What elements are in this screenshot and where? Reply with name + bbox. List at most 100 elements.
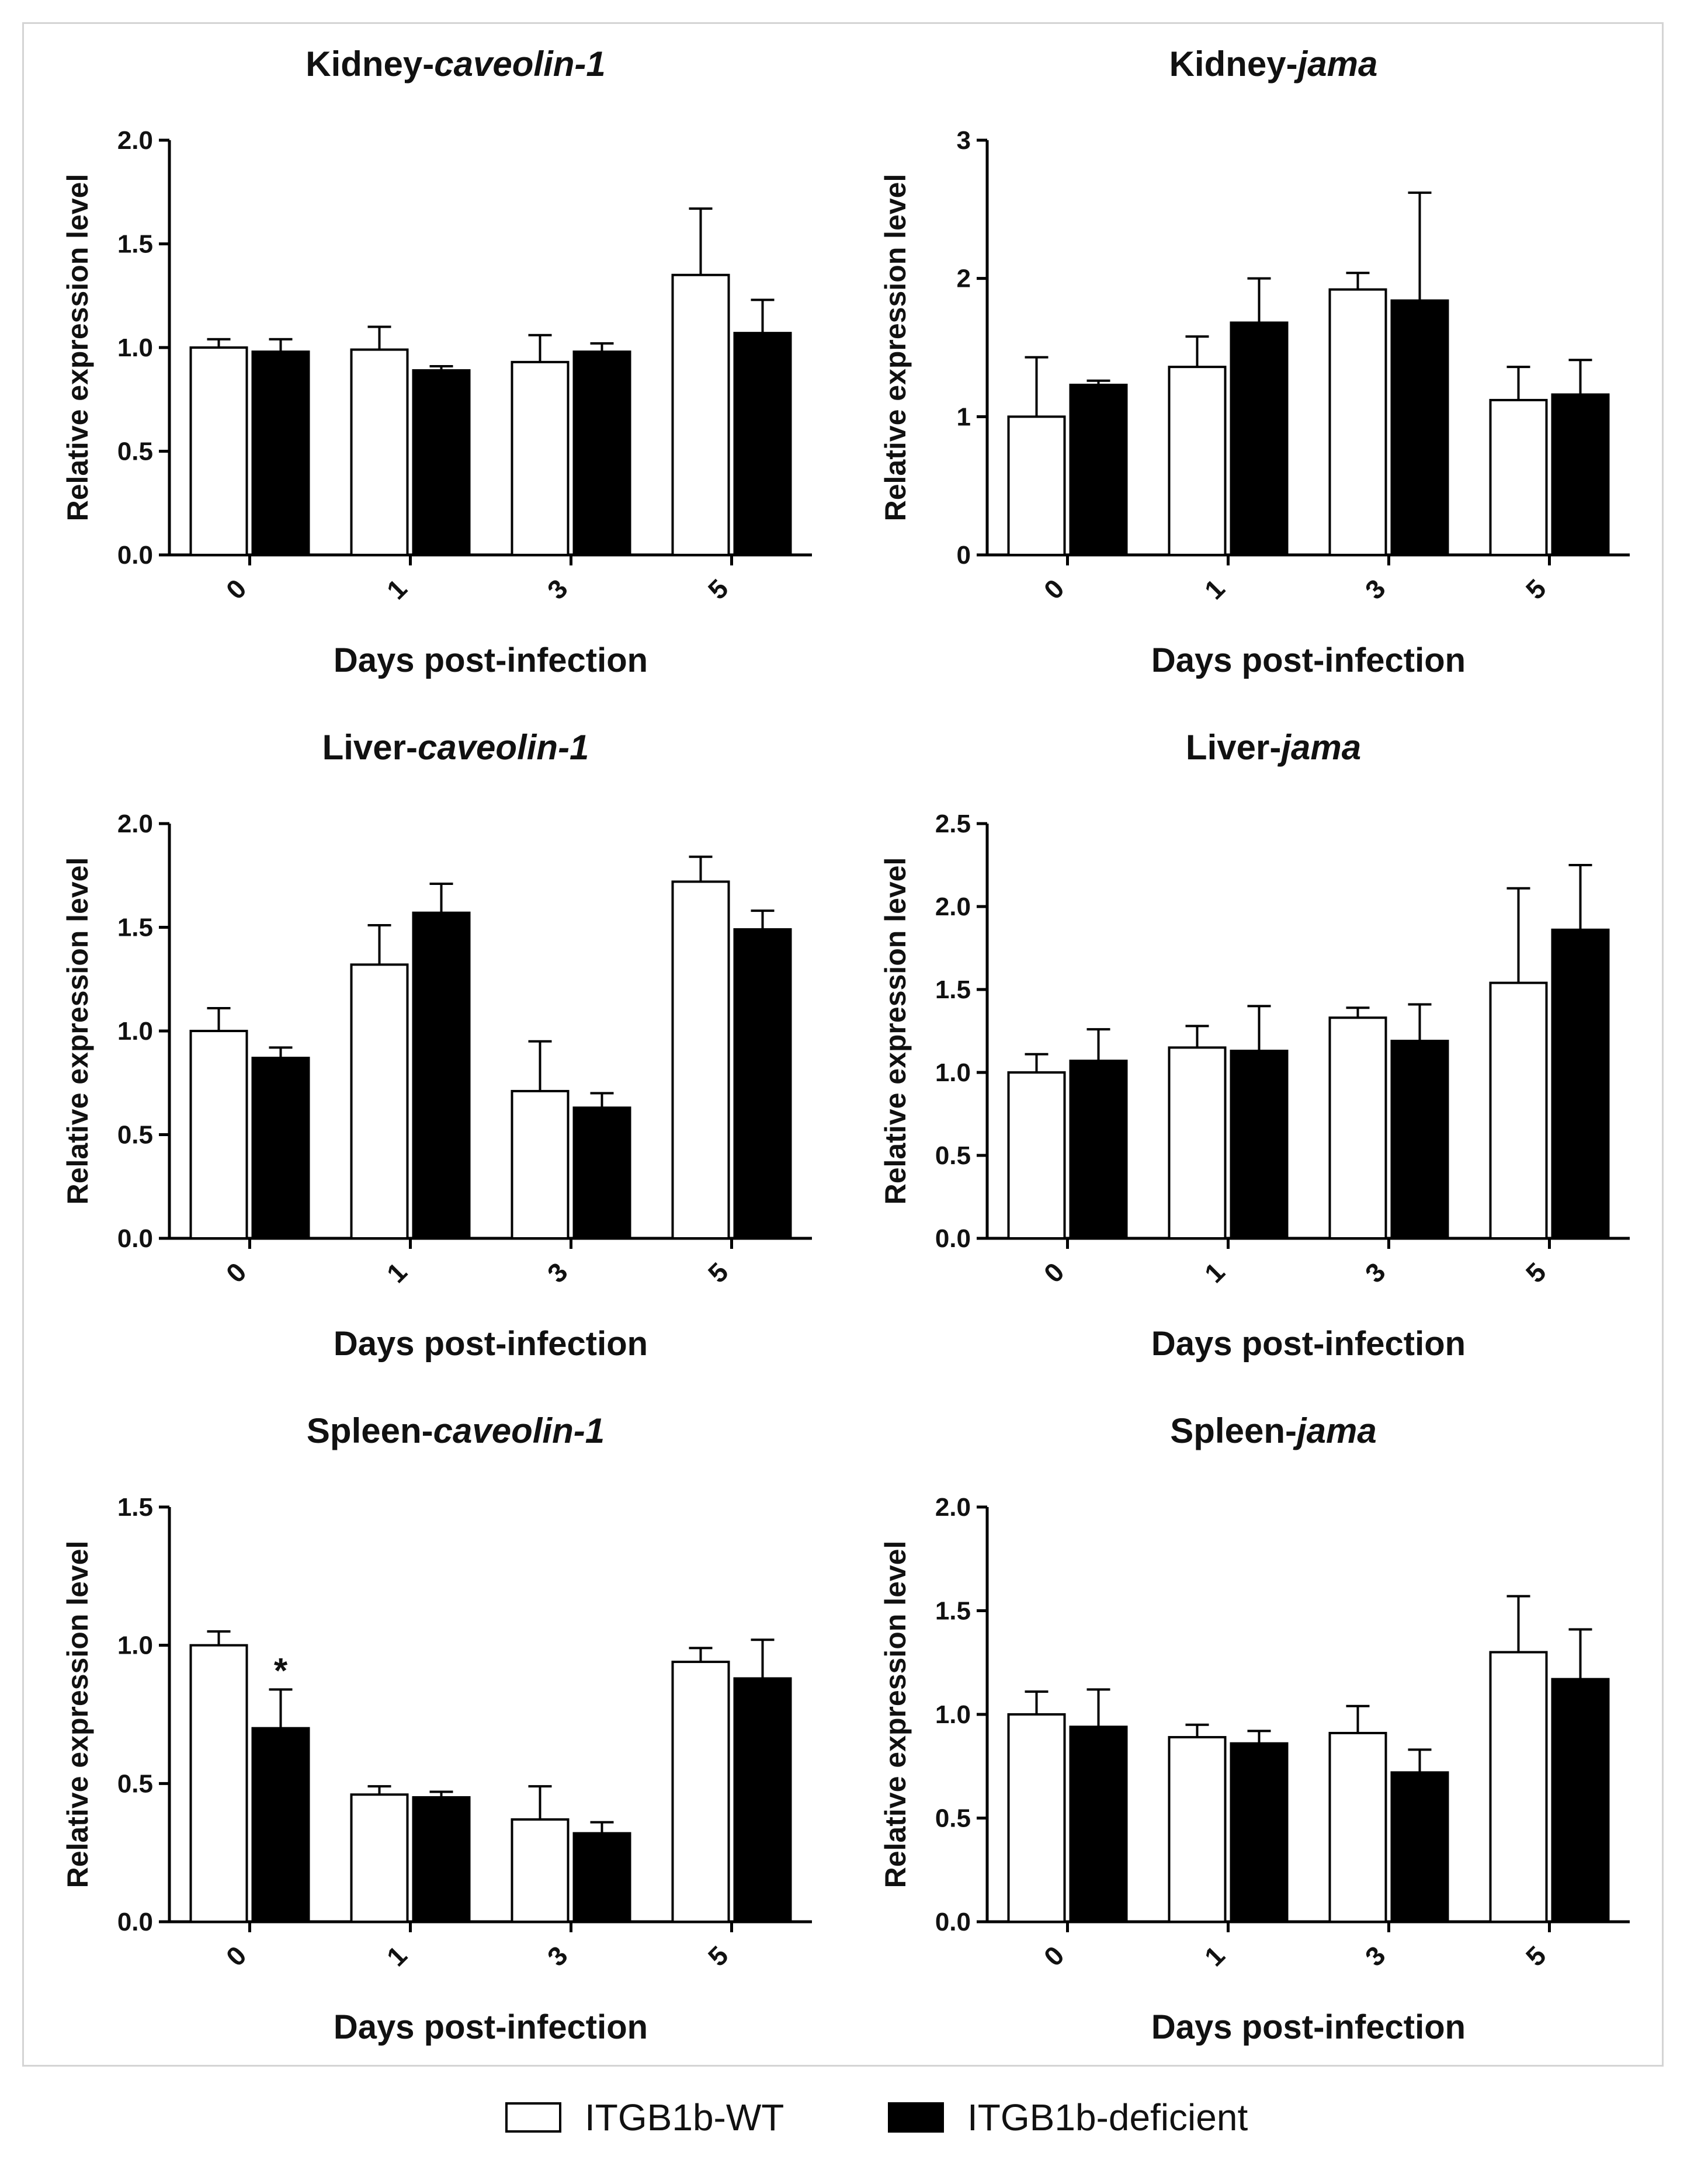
y-axis-label: Relative expression level (61, 174, 94, 522)
bar-wt-day-1 (1168, 1046, 1227, 1240)
x-tick-label: 0 (1038, 1256, 1070, 1289)
chart-title-prefix: Spleen- (1170, 1411, 1297, 1450)
chart-svg: Kidney-caveolin-1 Relative expression lev… (61, 44, 812, 679)
y-tick-label: 0.5 (117, 438, 153, 466)
y-tick-label: 1.0 (117, 1017, 153, 1046)
bar-deficient-day-0 (1069, 1060, 1128, 1239)
bar-deficient-day-1 (1230, 1050, 1289, 1240)
bar-wt-day-3 (511, 360, 570, 556)
x-tick-label: 1 (381, 1256, 413, 1289)
y-axis-label: Relative expression level (879, 1541, 912, 1888)
bar-wt-day-0 (1007, 1071, 1066, 1239)
chart-title-gene: jama (1277, 728, 1361, 767)
x-axis-label: Days post-infection (334, 1325, 648, 1363)
y-tick-label: 2.0 (117, 126, 153, 155)
chart-title: Spleen-jama (1170, 1411, 1376, 1450)
x-axis-label: Days post-infection (1151, 641, 1466, 679)
y-tick-label: 1.5 (935, 975, 971, 1004)
x-tick-label: 0 (220, 1256, 252, 1289)
legend: ITGB1b-WT ITGB1b-deficient (0, 2085, 1708, 2150)
bar-wt-day-5 (1489, 1651, 1548, 1923)
x-axis-label: Days post-infection (1151, 1325, 1466, 1363)
y-tick-label: 0.5 (117, 1769, 153, 1798)
bar-wt-day-0 (189, 1644, 248, 1923)
y-tick-label: 2.0 (935, 893, 971, 921)
chart-title: Liver-jama (1186, 728, 1361, 767)
y-axis-label: Relative expression level (879, 857, 912, 1205)
x-tick-label: 1 (381, 1940, 413, 1972)
bar-wt-day-5 (671, 273, 730, 556)
bar-wt-day-3 (1328, 1731, 1387, 1923)
x-tick-label: 1 (1199, 1940, 1231, 1972)
y-tick-label: 1.5 (117, 1493, 153, 1522)
bar-deficient-day-3 (572, 1832, 631, 1923)
chart-svg: Liver-caveolin-1 Relative expression leve… (61, 728, 812, 1363)
bar-wt-day-0 (1007, 1713, 1066, 1923)
bar-wt-day-0 (189, 346, 248, 556)
x-tick-label: 3 (541, 1940, 574, 1972)
y-tick-label: 0.0 (935, 1908, 971, 1936)
chart-title-prefix: Spleen- (307, 1411, 433, 1450)
y-tick-label: 2.0 (117, 810, 153, 838)
y-tick-label: 0.0 (935, 1224, 971, 1253)
legend-swatch-wt (505, 2102, 561, 2133)
bar-deficient-day-5 (733, 928, 792, 1239)
chart-title: Kidney-jama (1169, 44, 1378, 84)
bar-deficient-day-1 (412, 1796, 471, 1923)
bar-deficient-day-3 (572, 1106, 631, 1239)
y-tick-label: 0.0 (117, 1908, 153, 1936)
bar-deficient-day-0 (1069, 1725, 1128, 1923)
bar-deficient-day-1 (1230, 321, 1289, 557)
bar-deficient-day-5 (733, 332, 792, 557)
y-tick-label: 1.0 (117, 1631, 153, 1660)
legend-swatch-deficient (888, 2102, 944, 2133)
x-tick-label: 1 (381, 573, 413, 605)
chart-title-gene: caveolin-1 (418, 728, 589, 767)
x-axis-label: Days post-infection (1151, 2008, 1466, 2046)
x-tick-label: 3 (1359, 573, 1391, 605)
legend-label-deficient: ITGB1b-deficient (967, 2096, 1248, 2138)
bar-wt-day-3 (511, 1089, 570, 1240)
bar-deficient-day-5 (1551, 928, 1610, 1239)
x-tick-label: 1 (1199, 1256, 1231, 1289)
chart-svg: Spleen-caveolin-1 Relative expression lev… (61, 1411, 812, 2046)
chart-title-gene: jama (1294, 44, 1378, 84)
bar-deficient-day-5 (733, 1677, 792, 1923)
bar-wt-day-3 (511, 1818, 570, 1923)
bar-wt-day-1 (350, 1793, 409, 1923)
x-tick-label: 1 (1199, 573, 1231, 605)
bar-deficient-day-1 (412, 369, 471, 556)
x-tick-label: 0 (220, 1940, 252, 1972)
bar-wt-day-3 (1328, 288, 1387, 556)
y-tick-label: 0.0 (117, 541, 153, 570)
x-tick-label: 5 (702, 1256, 734, 1289)
x-tick-label: 0 (220, 573, 252, 605)
bar-wt-day-1 (1168, 1736, 1227, 1923)
bar-deficient-day-3 (1390, 299, 1449, 556)
y-tick-label: 2 (957, 265, 971, 293)
legend-item-wt: ITGB1b-WT (505, 2096, 784, 2138)
x-tick-label: 3 (1359, 1256, 1391, 1289)
chart-liver-jama: Liver-jama Relative expression level 0.0 0.… (853, 707, 1671, 1363)
figure-frame (22, 22, 1664, 2067)
bar-deficient-day-3 (572, 350, 631, 556)
x-tick-label: 0 (1038, 1940, 1070, 1972)
bar-wt-day-0 (1007, 415, 1066, 556)
y-tick-label: 2.5 (935, 810, 971, 838)
x-axis-label: Days post-infection (334, 641, 648, 679)
x-tick-label: 3 (1359, 1940, 1391, 1972)
y-tick-label: 0.5 (935, 1141, 971, 1170)
y-tick-label: 1 (957, 402, 971, 431)
bar-wt-day-5 (671, 1661, 730, 1923)
bar-deficient-day-3 (1390, 1771, 1449, 1924)
bar-deficient-day-0 (1069, 383, 1128, 557)
chart-kidney-caveolin: Kidney-caveolin-1 Relative expression lev… (35, 23, 853, 679)
legend-label-wt: ITGB1b-WT (585, 2096, 784, 2138)
y-tick-label: 3 (957, 126, 971, 155)
bar-wt-day-1 (350, 963, 409, 1239)
x-tick-label: 3 (541, 573, 574, 605)
chart-title: Spleen-caveolin-1 (307, 1411, 605, 1450)
y-tick-label: 1.0 (935, 1058, 971, 1087)
y-tick-label: 1.5 (935, 1597, 971, 1626)
chart-title-gene: caveolin-1 (434, 44, 605, 84)
